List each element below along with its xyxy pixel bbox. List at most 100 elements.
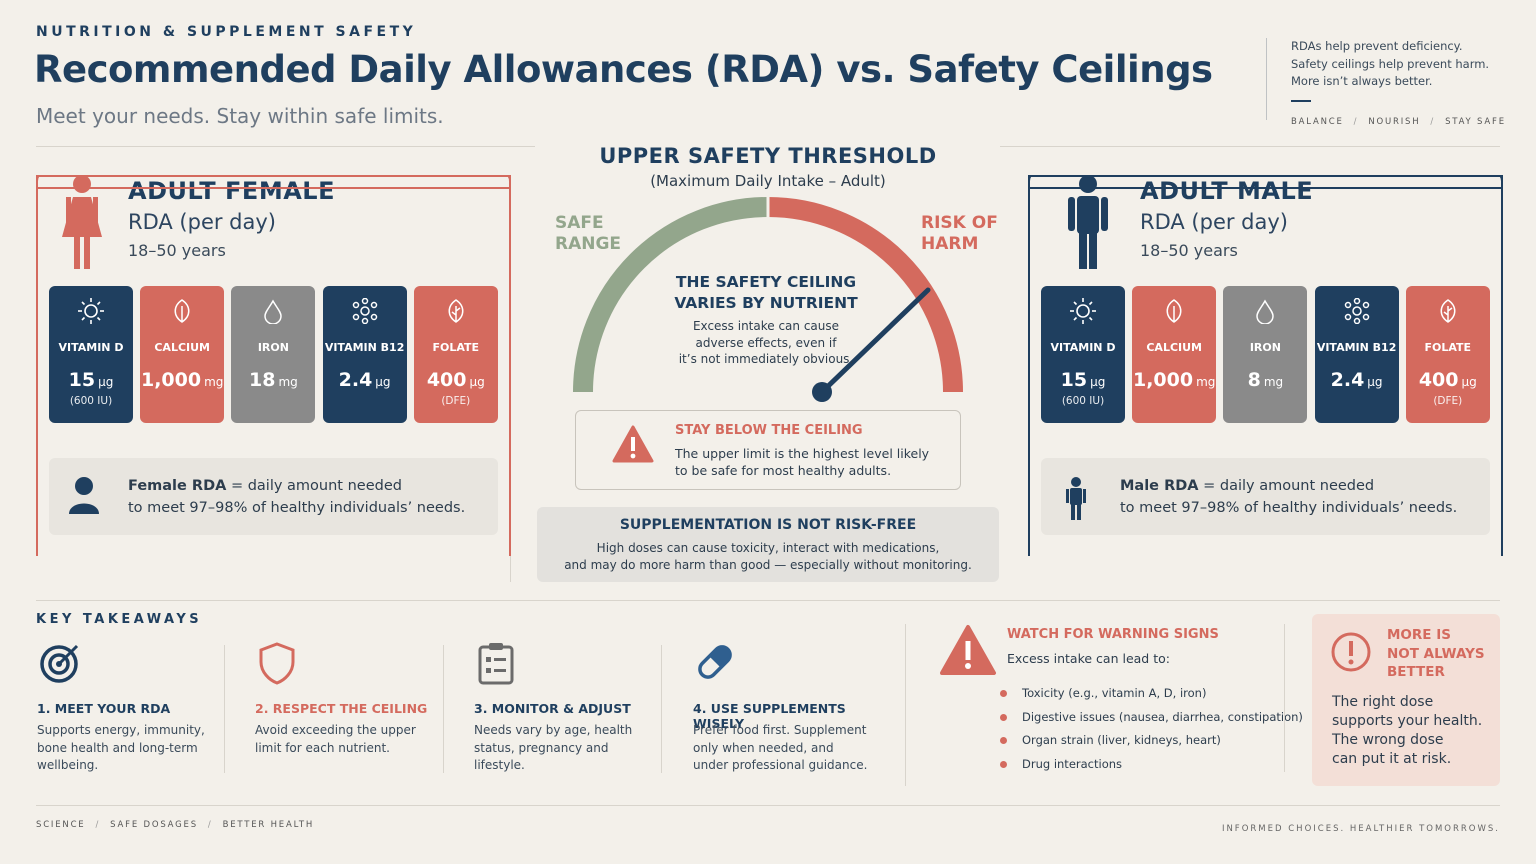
takeaway-glyph bbox=[259, 642, 295, 685]
takeaway-title: 3. MONITOR & ADJUST bbox=[474, 701, 631, 716]
safe-line: RANGE bbox=[555, 234, 622, 254]
tag: STAY SAFE bbox=[1420, 117, 1505, 127]
alert-line: to be safe for most healthy adults. bbox=[675, 463, 892, 478]
sign-item: Organ strain (liver, kidneys, heart) bbox=[1022, 733, 1221, 747]
gauge-title: UPPER SAFETY THRESHOLD bbox=[599, 144, 937, 168]
warning-line: and may do more harm than good — especia… bbox=[564, 558, 972, 572]
person-icon bbox=[1066, 175, 1112, 275]
note-line: Male RDA = daily amount needed bbox=[1120, 475, 1457, 497]
risk-label: RISK OF HARM bbox=[921, 213, 998, 255]
nutrient-icon bbox=[174, 299, 190, 323]
note-line: Safety ceilings help prevent harm. bbox=[1291, 56, 1490, 71]
nutrient-icon bbox=[352, 298, 377, 324]
panel-subtitle: RDA (per day) bbox=[1140, 210, 1289, 234]
takeaway-text: Supports energy, immunity, bone health an… bbox=[37, 722, 205, 775]
nutrient-note: (DFE) bbox=[1433, 395, 1463, 407]
amount-value: 400 bbox=[1418, 369, 1459, 391]
takeaways-title: KEY TAKEAWAYS bbox=[36, 612, 203, 627]
nutrient-card: VITAMIN D 15 µg (600 IU) bbox=[1041, 286, 1125, 423]
nutrient-icon bbox=[264, 299, 283, 324]
page-title: Recommended Daily Allowances (RDA) vs. S… bbox=[34, 48, 1213, 91]
takeaway-icon bbox=[37, 640, 83, 690]
takeaway-line: lifestyle. bbox=[474, 758, 525, 772]
nutrient-amount: 15 µg bbox=[1041, 369, 1125, 391]
more-title-line: NOT ALWAYS bbox=[1387, 645, 1485, 662]
gauge-subtitle: (Maximum Daily Intake – Adult) bbox=[650, 172, 886, 190]
female-panel: ADULT FEMALE RDA (per day) 18–50 years VITA… bbox=[36, 175, 511, 556]
takeaway-text: Avoid exceeding the upper limit for each … bbox=[255, 722, 416, 757]
divider bbox=[36, 146, 535, 147]
nutrient-amount: 400 µg bbox=[1406, 369, 1490, 391]
gauge bbox=[573, 197, 963, 402]
takeaway-line: Avoid exceeding the upper bbox=[255, 723, 416, 737]
more-text-line: can put it at risk. bbox=[1332, 751, 1452, 767]
takeaway-line: Supports energy, immunity, bbox=[37, 723, 205, 737]
panel-age: 18–50 years bbox=[1140, 241, 1238, 260]
safe-arc bbox=[573, 197, 769, 393]
nutrient-icon bbox=[448, 299, 464, 323]
amount-unit: mg bbox=[1196, 375, 1216, 389]
warning-box: SUPPLEMENTATION IS NOT RISK-FREE High do… bbox=[537, 507, 999, 582]
inner-arc bbox=[596, 220, 940, 393]
nutrient-card: FOLATE 400 µg (DFE) bbox=[1405, 286, 1490, 423]
more-text: The right dose supports your health. The w… bbox=[1332, 693, 1482, 769]
nutrient-name: CALCIUM bbox=[1146, 341, 1202, 354]
tag: SAFE DOSAGES bbox=[85, 820, 197, 830]
risk-line: RISK OF bbox=[921, 213, 998, 233]
takeaway-text: Needs vary by age, health status, pregnan… bbox=[474, 722, 632, 775]
male-panel: ADULT MALE RDA (per day) 18–50 years VITAMI… bbox=[1028, 175, 1503, 556]
nutrient-amount: 400 µg bbox=[414, 369, 498, 391]
nutrient-card: VITAMIN B12 2.4 µg bbox=[1314, 286, 1399, 423]
needle-hub bbox=[812, 382, 832, 402]
nutrient-icon bbox=[1070, 298, 1096, 324]
kicker: NUTRITION & SUPPLEMENT SAFETY bbox=[36, 24, 417, 40]
panel-age: 18–50 years bbox=[128, 241, 226, 260]
nutrient-name: VITAMIN B12 bbox=[1316, 341, 1397, 354]
center-text-line: adverse effects, even if bbox=[695, 335, 837, 350]
bullet bbox=[1000, 737, 1007, 744]
warning-title: SUPPLEMENTATION IS NOT RISK-FREE bbox=[619, 517, 917, 533]
more-title: MORE IS NOT ALWAYS BETTER bbox=[1387, 626, 1485, 682]
nutrient-name: VITAMIN D bbox=[58, 341, 124, 354]
divider bbox=[224, 645, 225, 773]
note-line1: = daily amount needed bbox=[1203, 478, 1375, 494]
more-text-line: supports your health. bbox=[1332, 713, 1483, 729]
warning-icon bbox=[940, 625, 996, 675]
amount-value: 2.4 bbox=[1330, 369, 1365, 391]
person-icon bbox=[60, 175, 106, 275]
safe-label: SAFE RANGE bbox=[555, 213, 621, 255]
risk-arc bbox=[767, 197, 963, 393]
nutrient-amount: 2.4 µg bbox=[1315, 369, 1399, 391]
nutrient-amount: 2.4 µg bbox=[323, 369, 407, 391]
alert-line: The upper limit is the highest level lik… bbox=[675, 446, 930, 461]
note-bold: Female RDA bbox=[128, 478, 227, 494]
gauge-center-text: Excess intake can cause adverse effects, … bbox=[666, 318, 866, 368]
note-line: More isn’t always better. bbox=[1291, 74, 1433, 88]
more-title-line: BETTER bbox=[1387, 664, 1445, 680]
alert-text: The upper limit is the highest level lik… bbox=[675, 445, 929, 479]
takeaway-line: wellbeing. bbox=[37, 758, 99, 772]
nutrient-amount: 18 mg bbox=[231, 369, 315, 391]
bullet bbox=[1000, 760, 1007, 768]
divider bbox=[510, 556, 511, 582]
alert-icon bbox=[612, 425, 654, 463]
rda-note: Female RDA = daily amount needed to meet … bbox=[49, 458, 498, 535]
note-text: Female RDA = daily amount needed to meet … bbox=[128, 475, 465, 519]
nutrient-card: VITAMIN B12 2.4 µg bbox=[322, 286, 407, 423]
nutrient-note: (600 IU) bbox=[1061, 395, 1105, 407]
amount-unit: µg bbox=[469, 375, 485, 389]
signs-subtitle: Excess intake can lead to: bbox=[1007, 651, 1170, 666]
note-icon bbox=[67, 476, 101, 520]
amount-value: 1,000 bbox=[1132, 369, 1194, 391]
risk-line: HARM bbox=[921, 234, 979, 254]
nutrient-name: FOLATE bbox=[432, 341, 480, 354]
person-glyph bbox=[1066, 477, 1086, 520]
center-title-line: VARIES BY NUTRIENT bbox=[674, 294, 858, 312]
person-glyph bbox=[69, 477, 99, 514]
nutrient-amount: 1,000 mg bbox=[140, 369, 224, 391]
nutrient-name: IRON bbox=[1249, 341, 1281, 354]
nutrient-icon bbox=[1256, 299, 1275, 324]
takeaway-icon bbox=[255, 640, 301, 690]
sign-item: Toxicity (e.g., vitamin A, D, iron) bbox=[1022, 686, 1207, 700]
divider bbox=[905, 624, 906, 786]
